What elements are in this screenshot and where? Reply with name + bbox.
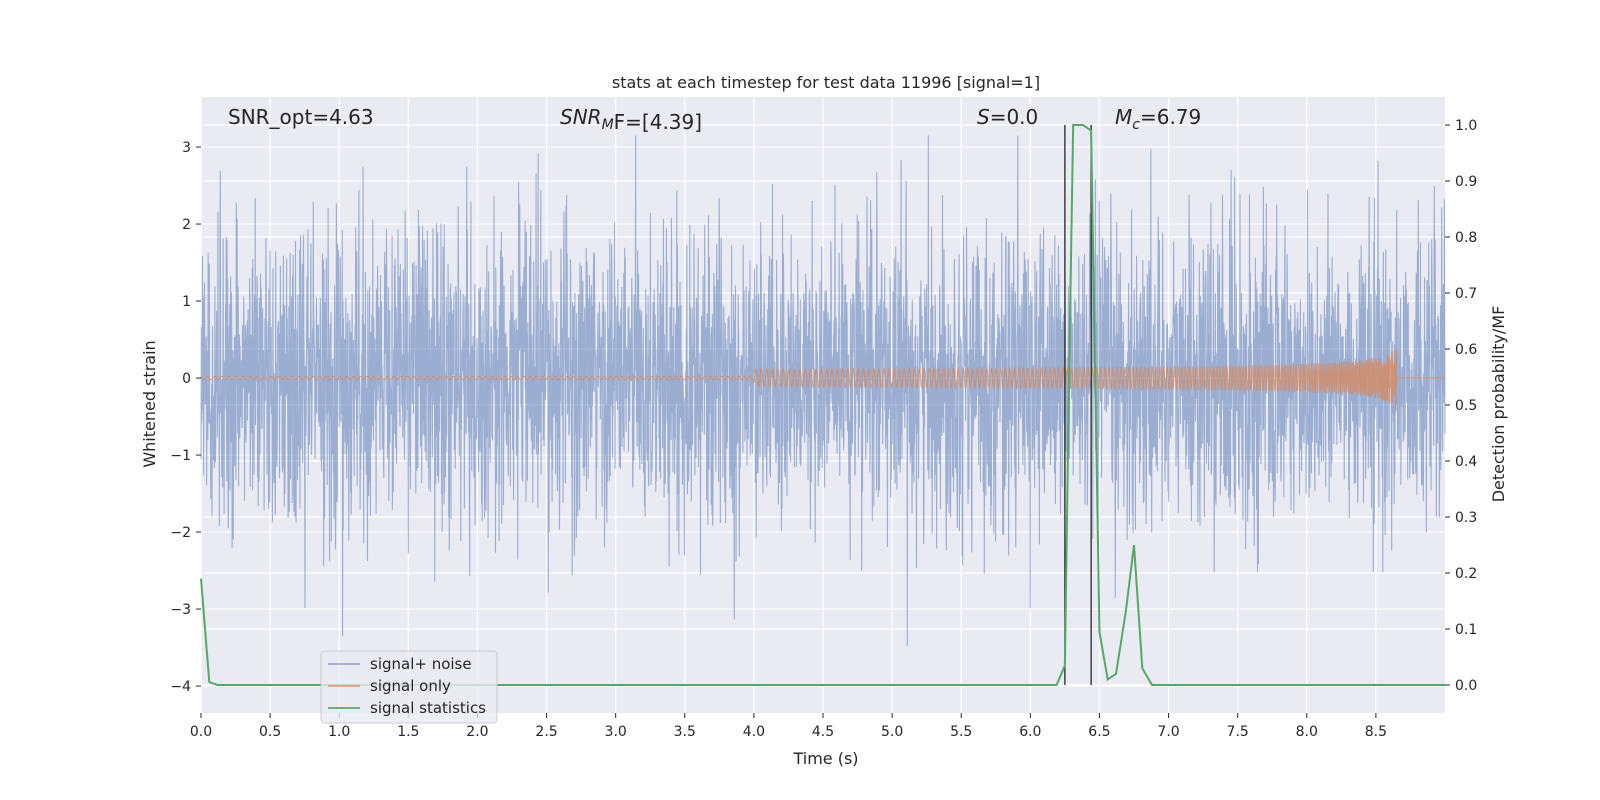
y-left-tick-label: 3 [182,140,191,156]
y-left-tick-label: 2 [182,217,191,233]
series-signal-noise [200,135,1446,647]
y-left-tick-label: 0 [182,371,191,387]
x-tick-label: 3.5 [674,724,696,740]
annotation-s: S=0.0 [977,105,1038,129]
y-right-tick-label: 0.4 [1455,454,1477,470]
y-right-tick-label: 0.1 [1455,622,1477,638]
legend-label-signal-noise: signal+ noise [370,655,472,673]
y-left-tick-label: −4 [170,679,191,695]
annotation-snr-mf: SNRMF=[4.39] [560,105,702,134]
annotation-snr-mf-rest: F=[4.39] [614,110,702,134]
y-right-tick-label: 0.0 [1455,678,1477,694]
x-axis-label: Time (s) [792,749,858,768]
x-tick-label: 6.0 [1019,724,1041,740]
annotation-mc-main: M [1115,105,1132,129]
y-left-tick-label: −1 [170,448,191,464]
x-tick-label: 5.5 [950,724,972,740]
x-tick-label: 3.0 [605,724,627,740]
legend: signal+ noise signal only signal statist… [320,650,498,724]
series-signal-statistics [200,124,1445,686]
x-tick-label: 8.5 [1365,724,1387,740]
y-right-axis-label: Detection probability/MF [1489,306,1508,503]
annotation-mc-sub: c [1132,117,1140,133]
x-tick-label: 7.5 [1227,724,1249,740]
x-tick-label: 2.0 [466,724,488,740]
annotation-snr-opt: SNR_opt=4.63 [228,105,374,129]
x-tick-label: 1.0 [328,724,350,740]
annotation-mc-rest: =6.79 [1140,105,1201,129]
annotation-mc: Mc=6.79 [1115,105,1201,133]
y-left-tick-label: 1 [182,294,191,310]
x-tick-label: 1.5 [397,724,419,740]
y-right-tick-label: 0.9 [1455,174,1477,190]
annotation-snr-mf-sub: M [602,117,614,133]
annotation-s-main: S [977,105,990,129]
x-tick-label: 5.0 [881,724,903,740]
signal-only-line [200,348,1445,410]
x-tick-label: 2.5 [535,724,557,740]
y-right-axis-ticks: 0.0 0.1 0.2 0.3 0.4 0.5 0.6 0.7 0.8 0.9 1.0 [1445,118,1477,694]
signal-statistics-line [200,124,1445,686]
x-tick-label: 4.5 [812,724,834,740]
signal-noise-line [200,135,1446,647]
y-left-tick-label: −2 [170,525,191,541]
y-right-tick-label: 0.6 [1455,342,1477,358]
series-signal-only [200,348,1445,410]
y-left-axis-label: Whitened strain [140,340,159,467]
x-tick-label: 8.0 [1296,724,1318,740]
y-left-axis-ticks: −4 −3 −2 −1 0 1 2 3 [170,140,201,695]
x-axis-ticks: 0.0 0.5 1.0 1.5 2.0 2.5 3.0 3.5 4.0 4.5 5.0 5.5 6.0 6… [190,713,1387,740]
annotation-snr-mf-main: SNR [560,105,602,129]
y-right-tick-label: 0.3 [1455,510,1477,526]
x-tick-label: 0.0 [190,724,212,740]
legend-label-signal-only: signal only [370,677,451,695]
annotation-s-rest: =0.0 [990,105,1039,129]
y-left-tick-label: −3 [170,602,191,618]
x-tick-label: 0.5 [259,724,281,740]
chart-title: stats at each timestep for test data 119… [612,73,1040,92]
x-tick-label: 4.0 [743,724,765,740]
x-tick-label: 7.0 [1157,724,1179,740]
legend-label-signal-statistics: signal statistics [370,699,486,717]
x-tick-label: 6.5 [1088,724,1110,740]
y-right-tick-label: 0.2 [1455,566,1477,582]
y-right-tick-label: 0.5 [1455,398,1477,414]
vertical-markers [1064,125,1092,685]
y-right-tick-label: 0.8 [1455,230,1477,246]
y-right-tick-label: 1.0 [1455,118,1477,134]
y-right-tick-label: 0.7 [1455,286,1477,302]
legend-box [320,650,498,724]
